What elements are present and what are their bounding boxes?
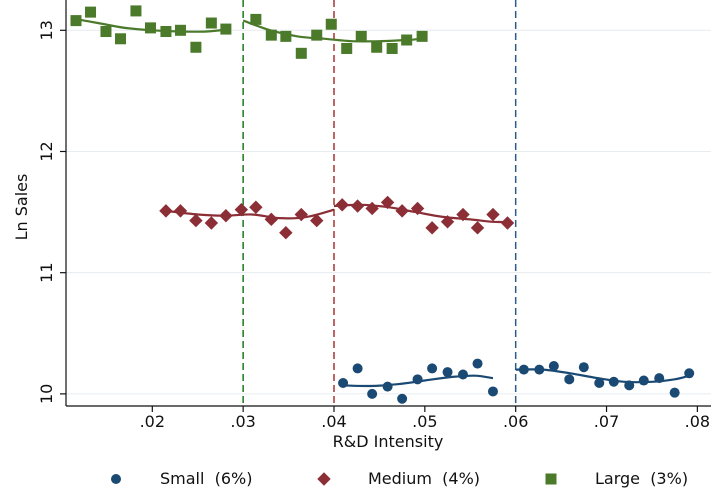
point-s0-11 <box>518 364 529 375</box>
point-s0-15 <box>578 362 589 373</box>
point-s1-19 <box>456 207 470 222</box>
point-s1-14 <box>380 195 395 210</box>
point-s1-0 <box>159 204 173 218</box>
y-ticks: 10 11 12 13 <box>37 20 66 404</box>
point-s1-20 <box>470 221 485 235</box>
point-s2-19 <box>371 41 383 53</box>
point-s0-4 <box>397 393 408 404</box>
y-tick-label-2: 12 <box>37 141 56 161</box>
point-s2-21 <box>401 34 413 46</box>
point-s1-22 <box>500 216 515 230</box>
point-s1-10 <box>310 213 324 228</box>
point-s2-5 <box>144 22 156 34</box>
x-tick-label-6: .08 <box>685 412 710 431</box>
point-s1-12 <box>350 199 365 213</box>
point-s0-0 <box>338 377 349 388</box>
point-s2-6 <box>160 26 172 38</box>
point-s0-3 <box>382 381 393 392</box>
point-s0-13 <box>548 361 559 372</box>
point-s0-1 <box>352 363 363 374</box>
point-s2-2 <box>100 26 112 38</box>
point-s0-6 <box>427 363 438 374</box>
point-s1-13 <box>365 201 379 216</box>
x-tick-label-1: .03 <box>230 412 255 431</box>
point-s0-20 <box>654 373 665 384</box>
point-s0-21 <box>669 387 680 398</box>
point-s0-12 <box>534 364 545 375</box>
legend-label-2: Large (3%) <box>595 469 688 488</box>
fit-curve-s1-1 <box>333 203 508 224</box>
point-s2-20 <box>386 42 398 54</box>
point-s2-7 <box>174 24 186 36</box>
point-s0-10 <box>487 386 498 397</box>
fit-curve-s1-0 <box>165 208 335 220</box>
point-s1-6 <box>249 200 263 214</box>
x-tick-label-0: .02 <box>140 412 165 431</box>
legend-marker-0 <box>111 474 121 484</box>
point-s2-1 <box>85 6 97 18</box>
point-s2-18 <box>355 30 367 42</box>
axes <box>65 0 711 407</box>
point-s1-18 <box>440 215 455 229</box>
point-s1-21 <box>486 207 500 222</box>
point-s2-15 <box>311 29 323 41</box>
point-s0-18 <box>624 380 635 391</box>
point-s1-7 <box>264 212 279 227</box>
data-points <box>70 5 695 404</box>
point-s2-12 <box>265 29 277 41</box>
point-s2-22 <box>416 30 428 42</box>
point-s1-2 <box>189 213 203 228</box>
point-s0-5 <box>412 374 423 385</box>
point-s1-16 <box>410 201 425 216</box>
legend: Small (6%) Medium (4%) Large (3%) <box>111 469 688 488</box>
x-tick-label-5: .07 <box>594 412 619 431</box>
x-tick-label-4: .06 <box>503 412 528 431</box>
point-s1-5 <box>234 202 249 217</box>
point-s0-7 <box>442 367 453 378</box>
x-ticks: .02 .03 .04 .05 .06 .07 .08 <box>140 406 710 431</box>
point-s0-2 <box>367 388 378 399</box>
point-s0-17 <box>608 376 619 387</box>
legend-marker-1 <box>317 472 331 486</box>
legend-label-1: Medium (4%) <box>368 469 480 488</box>
point-s1-11 <box>335 198 349 212</box>
point-s0-16 <box>594 377 605 388</box>
point-s1-4 <box>219 209 233 223</box>
y-tick-label-3: 13 <box>37 20 56 40</box>
point-s2-9 <box>205 17 217 29</box>
y-tick-label-1: 11 <box>37 263 56 283</box>
point-s1-9 <box>294 207 308 222</box>
point-s2-16 <box>325 18 337 30</box>
point-s2-8 <box>190 41 202 53</box>
x-tick-label-3: .05 <box>412 412 437 431</box>
point-s2-17 <box>341 42 353 54</box>
point-s2-11 <box>250 13 262 25</box>
point-s1-15 <box>395 204 409 218</box>
x-axis-title: R&D Intensity <box>333 432 444 451</box>
point-s0-19 <box>638 375 649 386</box>
point-s0-9 <box>472 358 483 369</box>
threshold-lines <box>242 0 517 406</box>
y-axis-title: Ln Sales <box>12 174 31 241</box>
fit-curve-s0-0 <box>343 374 494 388</box>
point-s0-22 <box>684 368 695 379</box>
x-tick-label-2: .04 <box>321 412 346 431</box>
y-tick-label-0: 10 <box>37 384 56 404</box>
point-s0-14 <box>564 374 575 385</box>
point-s2-0 <box>70 15 82 27</box>
legend-marker-2 <box>545 473 557 485</box>
point-s1-8 <box>279 225 293 240</box>
point-s2-14 <box>295 47 307 59</box>
point-s0-8 <box>457 369 468 380</box>
legend-label-0: Small (6%) <box>160 469 252 488</box>
point-s2-13 <box>280 30 292 42</box>
point-s2-3 <box>115 33 127 45</box>
point-s2-4 <box>130 5 142 17</box>
point-s1-17 <box>425 221 439 235</box>
point-s2-10 <box>220 23 232 35</box>
point-s1-1 <box>173 204 188 218</box>
point-s1-3 <box>204 216 219 230</box>
